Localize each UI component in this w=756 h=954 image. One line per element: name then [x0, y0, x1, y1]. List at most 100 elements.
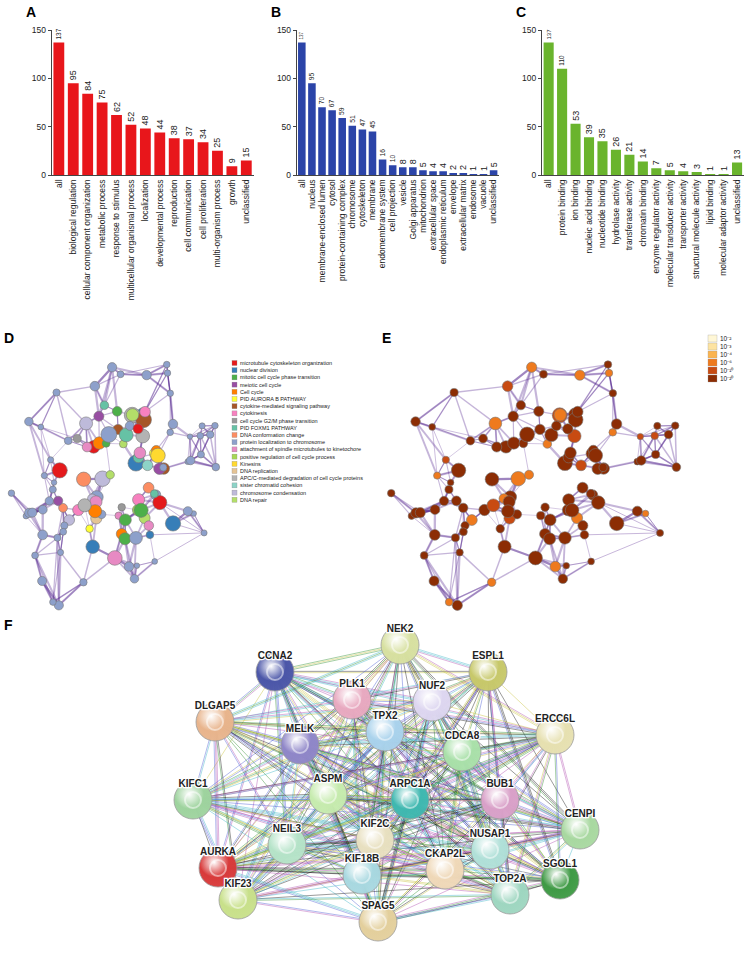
svg-text:53: 53 [571, 111, 581, 121]
svg-text:35: 35 [597, 128, 607, 138]
svg-text:cell communication: cell communication [183, 179, 193, 252]
svg-text:3: 3 [692, 164, 702, 169]
svg-text:sister chromatid cohesion: sister chromatid cohesion [240, 482, 302, 488]
svg-text:NEK2: NEK2 [387, 623, 414, 634]
svg-text:transferase activity: transferase activity [624, 179, 634, 251]
svg-text:SPAG5: SPAG5 [361, 900, 395, 911]
svg-text:150: 150 [522, 25, 536, 35]
svg-text:Golgi apparatus: Golgi apparatus [408, 179, 418, 239]
svg-text:CKAP2L: CKAP2L [425, 848, 465, 859]
svg-text:biological regulation: biological regulation [68, 179, 78, 254]
svg-text:0: 0 [531, 170, 536, 180]
svg-text:E: E [382, 330, 391, 346]
svg-text:positive regulation of cell cy: positive regulation of cell cycle proces… [240, 454, 335, 460]
svg-text:137: 137 [55, 28, 62, 39]
svg-text:developmental process: developmental process [155, 179, 165, 266]
svg-text:membrane: membrane [367, 179, 377, 220]
svg-text:137: 137 [299, 32, 304, 40]
svg-text:growth: growth [227, 179, 237, 205]
svg-text:ERCC6L: ERCC6L [535, 713, 575, 724]
svg-text:Kinesins: Kinesins [240, 461, 261, 467]
svg-text:2: 2 [458, 165, 468, 170]
svg-text:A: A [26, 4, 36, 20]
svg-text:vacuole: vacuole [478, 179, 488, 209]
svg-text:51: 51 [349, 115, 356, 123]
svg-text:DNA conformation change: DNA conformation change [240, 432, 304, 438]
svg-text:protein-containing complex: protein-containing complex [337, 179, 347, 281]
svg-text:ESPL1: ESPL1 [472, 650, 504, 661]
svg-text:cell proliferation: cell proliferation [198, 179, 208, 239]
svg-text:1: 1 [705, 166, 715, 171]
svg-text:F: F [4, 617, 13, 633]
svg-text:NUSAP1: NUSAP1 [470, 828, 511, 839]
svg-text:100: 100 [277, 73, 291, 83]
svg-text:cellular component organizatio: cellular component organization [82, 179, 92, 299]
svg-text:chromatin binding: chromatin binding [638, 179, 648, 246]
svg-text:21: 21 [624, 142, 634, 152]
svg-text:150: 150 [32, 25, 46, 35]
svg-text:vesicle: vesicle [398, 179, 408, 205]
svg-text:39: 39 [584, 124, 594, 134]
svg-text:75: 75 [97, 89, 107, 99]
svg-text:59: 59 [338, 107, 345, 115]
svg-text:10: 10 [389, 155, 396, 163]
svg-text:cytokine-mediated signaling pa: cytokine-mediated signaling pathway [240, 403, 330, 409]
svg-text:84: 84 [83, 81, 93, 91]
svg-text:unclassified: unclassified [488, 179, 498, 224]
svg-text:mitochondrion: mitochondrion [418, 179, 428, 233]
svg-text:molecular transducer activity: molecular transducer activity [665, 179, 675, 287]
svg-text:B: B [271, 4, 281, 20]
svg-text:transporter activity: transporter activity [678, 179, 688, 249]
svg-text:DLGAP5: DLGAP5 [195, 700, 236, 711]
svg-text:all: all [543, 179, 553, 188]
svg-text:ion binding: ion binding [570, 179, 580, 220]
svg-text:endomembrane system: endomembrane system [377, 179, 387, 268]
svg-text:48: 48 [140, 116, 150, 126]
svg-text:45: 45 [369, 121, 376, 129]
svg-text:52: 52 [126, 112, 136, 122]
svg-text:chromosome condensation: chromosome condensation [240, 490, 306, 496]
svg-text:0: 0 [286, 170, 291, 180]
svg-text:14: 14 [638, 148, 648, 158]
svg-text:endosome: endosome [468, 179, 478, 219]
svg-text:CCNA2: CCNA2 [258, 650, 293, 661]
svg-text:envelope: envelope [448, 179, 458, 214]
svg-text:10⁻¹⁰: 10⁻¹⁰ [720, 367, 734, 374]
svg-text:67: 67 [328, 99, 335, 107]
svg-text:cell projection: cell projection [387, 179, 397, 231]
svg-text:37: 37 [184, 126, 194, 136]
svg-text:7: 7 [651, 160, 661, 165]
svg-text:62: 62 [112, 102, 122, 112]
svg-text:unclassified: unclassified [732, 179, 742, 224]
svg-text:4: 4 [678, 163, 688, 168]
svg-text:10⁻²⁰: 10⁻²⁰ [720, 375, 734, 382]
svg-text:ARPC1A: ARPC1A [389, 778, 430, 789]
svg-text:DNA replication: DNA replication [240, 468, 278, 474]
svg-text:enzyme regulator activity: enzyme regulator activity [651, 179, 661, 274]
svg-text:unclassified: unclassified [241, 179, 251, 224]
svg-text:DNA repair: DNA repair [240, 497, 267, 503]
svg-text:137: 137 [546, 29, 552, 40]
svg-text:2: 2 [448, 165, 458, 170]
svg-text:D: D [4, 330, 14, 346]
svg-text:5: 5 [665, 162, 675, 167]
svg-text:BUB1: BUB1 [486, 778, 514, 789]
svg-text:nuclear division: nuclear division [240, 367, 278, 373]
svg-text:CENPI: CENPI [565, 808, 596, 819]
svg-text:KIFC1: KIFC1 [179, 778, 208, 789]
svg-text:5: 5 [418, 162, 428, 167]
svg-text:1: 1 [468, 166, 478, 171]
svg-text:13: 13 [732, 149, 742, 159]
svg-text:cytokinesis: cytokinesis [240, 410, 267, 416]
svg-text:1: 1 [479, 166, 489, 171]
svg-text:0: 0 [41, 170, 46, 180]
svg-text:Cell cycle: Cell cycle [240, 389, 264, 395]
svg-text:multicellular organismal proce: multicellular organismal process [126, 179, 136, 300]
svg-text:8: 8 [408, 159, 418, 164]
svg-text:chromosome: chromosome [347, 179, 357, 228]
svg-text:PLK1: PLK1 [339, 678, 365, 689]
svg-text:PID AURORA B PATHWAY: PID AURORA B PATHWAY [240, 396, 306, 402]
svg-text:attachment of spindle microtub: attachment of spindle microtubules to ki… [240, 446, 361, 452]
svg-text:50: 50 [527, 122, 537, 132]
svg-text:NUF2: NUF2 [419, 680, 446, 691]
